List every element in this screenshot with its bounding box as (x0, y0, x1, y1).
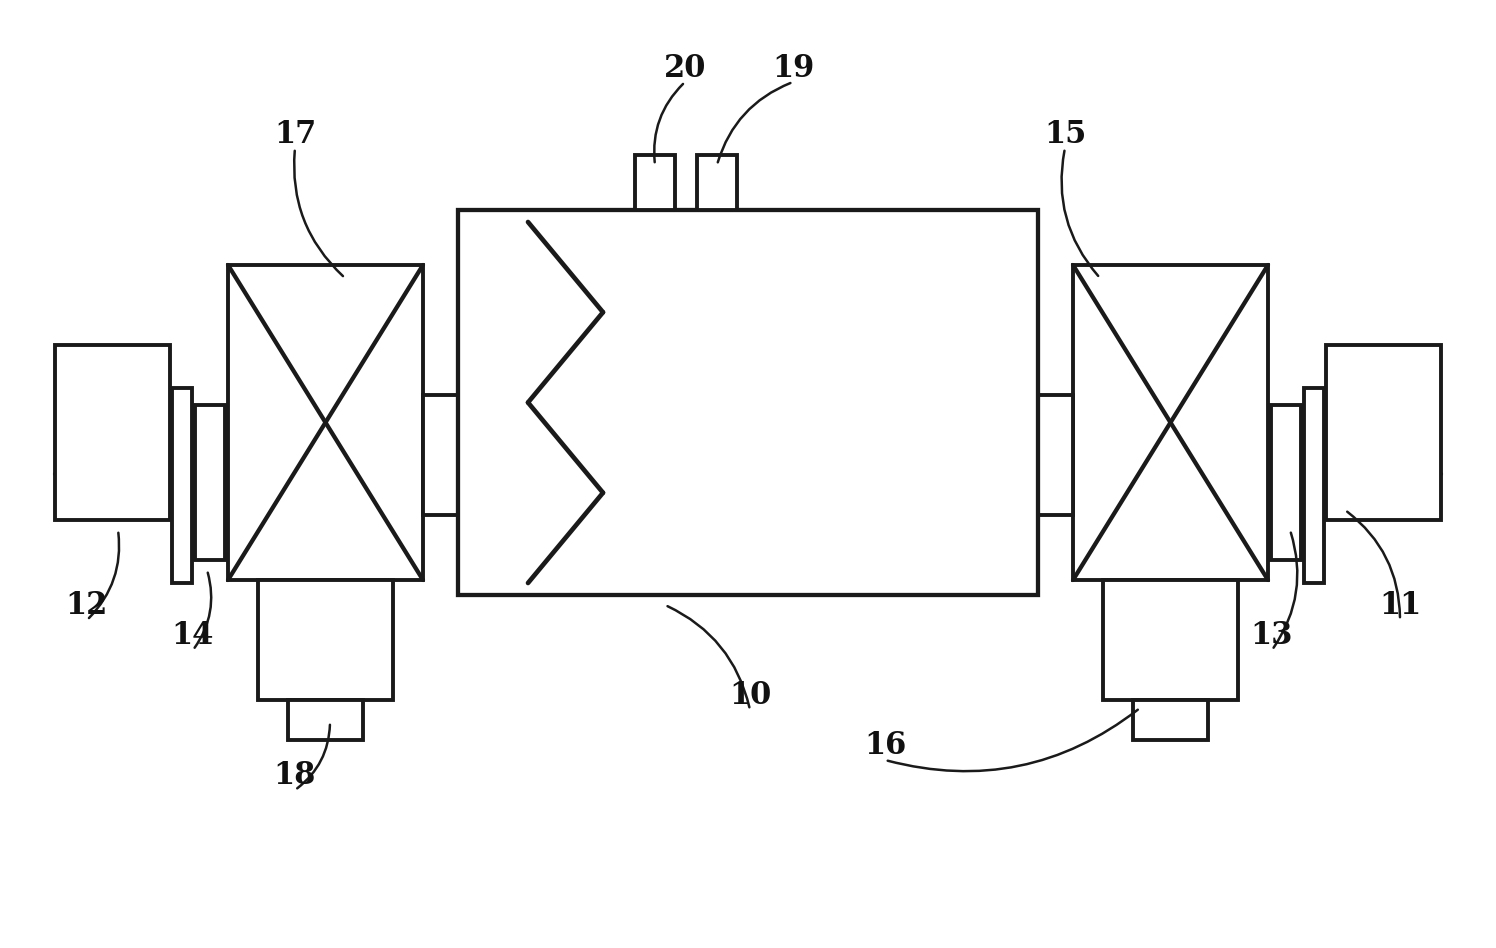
Bar (55, 345, 171, 520)
Bar (1325, 345, 1441, 520)
Bar (1272, 405, 1302, 560)
Bar (458, 210, 1038, 595)
Bar (1132, 700, 1207, 740)
Text: 13: 13 (1251, 621, 1293, 651)
Bar (172, 388, 191, 583)
Bar (697, 155, 738, 210)
Text: 16: 16 (863, 731, 907, 761)
Bar (1103, 580, 1239, 700)
Text: 14: 14 (172, 621, 214, 651)
Text: 10: 10 (729, 681, 770, 712)
Text: 20: 20 (664, 52, 706, 83)
Text: 11: 11 (1379, 591, 1421, 622)
Bar (257, 580, 393, 700)
Text: 12: 12 (66, 591, 108, 622)
Bar (634, 155, 675, 210)
Text: 19: 19 (772, 52, 814, 83)
Text: 15: 15 (1044, 118, 1086, 150)
Bar (194, 405, 224, 560)
Bar (289, 700, 364, 740)
Text: 18: 18 (274, 760, 316, 792)
Bar (1305, 388, 1324, 583)
Bar (227, 265, 423, 580)
Bar (1073, 265, 1269, 580)
Text: 17: 17 (274, 118, 316, 150)
Bar (423, 395, 458, 515)
Bar (1038, 395, 1073, 515)
